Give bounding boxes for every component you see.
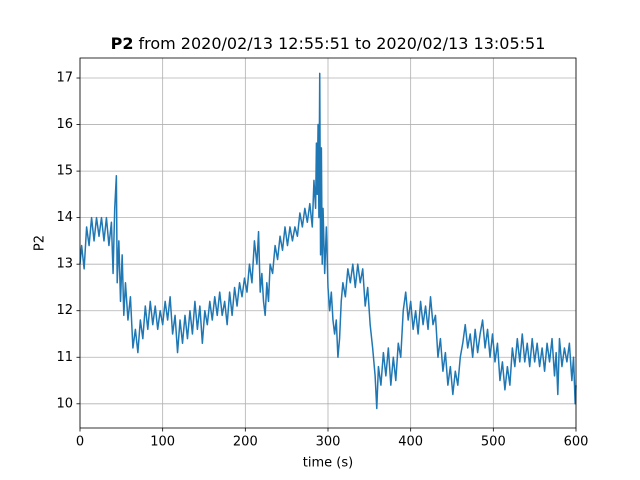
x-axis-label: time (s) [303,456,353,471]
x-tick-label: 300 [316,435,341,450]
y-tick-label: 13 [56,257,73,272]
y-tick-label: 10 [56,396,73,411]
title-variable: P2 [111,34,134,53]
x-tick-label: 500 [481,435,506,450]
data-line [79,72,577,410]
y-tick-label: 17 [56,71,73,86]
y-tick-label: 12 [56,303,73,318]
x-tick-label: 600 [564,435,589,450]
x-tick-label: 400 [398,435,423,450]
y-tick-label: 16 [56,117,73,132]
y-tick-label: 14 [56,210,73,225]
title-range: from 2020/02/13 12:55:51 to 2020/02/13 1… [138,34,545,53]
x-tick-label: 0 [76,435,84,450]
y-axis-label: P2 [33,235,48,251]
y-tick-label: 15 [56,164,73,179]
y-tick-label: 11 [56,350,73,365]
x-tick-label: 200 [233,435,258,450]
axes-frame [79,57,577,429]
chart-title: P2 from 2020/02/13 12:55:51 to 2020/02/13… [111,34,546,53]
x-tick-label: 100 [150,435,175,450]
